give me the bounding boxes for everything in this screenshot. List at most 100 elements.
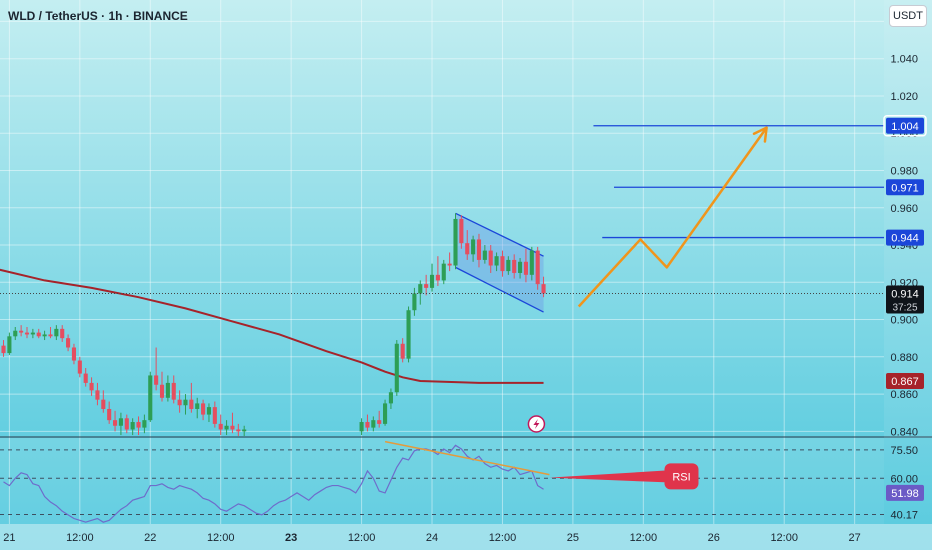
candle[interactable] — [512, 254, 517, 279]
candle[interactable] — [494, 252, 499, 272]
channel-upper-line[interactable] — [455, 212, 544, 257]
candle[interactable] — [365, 414, 370, 432]
time-tick-label: 22 — [144, 532, 156, 544]
candle-body — [206, 407, 212, 415]
candle[interactable] — [24, 327, 30, 339]
candle[interactable] — [476, 233, 482, 268]
candle[interactable] — [136, 416, 141, 436]
candle[interactable] — [42, 330, 47, 341]
candle[interactable] — [218, 414, 223, 436]
candle[interactable] — [529, 246, 534, 281]
projection-layer[interactable] — [577, 126, 768, 308]
candle[interactable] — [535, 246, 540, 290]
candle[interactable] — [377, 410, 382, 428]
candle[interactable] — [236, 423, 241, 436]
candle[interactable] — [500, 250, 505, 277]
candle[interactable] — [159, 371, 165, 402]
candle[interactable] — [60, 325, 65, 342]
candle[interactable] — [465, 230, 470, 260]
candle[interactable] — [1, 340, 6, 357]
candle[interactable] — [89, 377, 94, 396]
candle[interactable] — [406, 306, 411, 363]
candle[interactable] — [394, 340, 399, 396]
candle[interactable] — [453, 213, 458, 270]
candle[interactable] — [48, 327, 53, 339]
candle-body — [130, 422, 135, 430]
moving-average-line — [0, 268, 544, 384]
candle[interactable] — [148, 371, 153, 423]
rsi-callout-badge[interactable]: RSI — [664, 463, 699, 490]
candle[interactable] — [54, 325, 59, 341]
candle[interactable] — [77, 356, 82, 378]
candle[interactable] — [471, 235, 476, 262]
candle[interactable] — [36, 328, 41, 339]
price-tick-label: 0.860 — [890, 389, 918, 401]
candle[interactable] — [154, 347, 159, 391]
candle[interactable] — [206, 403, 212, 423]
candle[interactable] — [142, 414, 147, 434]
candle[interactable] — [66, 334, 71, 352]
candle[interactable] — [400, 338, 405, 363]
candle[interactable] — [371, 416, 376, 432]
candle[interactable] — [19, 325, 24, 337]
rsi-pane[interactable]: RSI — [0, 436, 932, 524]
candle[interactable] — [224, 420, 229, 436]
candle[interactable] — [189, 382, 194, 413]
candle[interactable] — [242, 425, 247, 436]
candle[interactable] — [130, 418, 135, 436]
candle[interactable] — [359, 418, 364, 436]
candle[interactable] — [30, 328, 35, 339]
candle[interactable] — [165, 375, 170, 402]
candle[interactable] — [201, 399, 206, 421]
candle[interactable] — [95, 382, 100, 406]
candle[interactable] — [383, 399, 388, 426]
candle[interactable] — [83, 367, 88, 387]
candle[interactable] — [124, 414, 129, 434]
candle[interactable] — [435, 256, 440, 287]
candle[interactable] — [230, 412, 235, 434]
candle-body — [13, 330, 18, 337]
projection-path[interactable] — [577, 126, 768, 308]
candle[interactable] — [459, 215, 464, 249]
candle[interactable] — [212, 401, 217, 428]
falling-channel-layer[interactable] — [455, 212, 544, 313]
channel-lower-line[interactable] — [455, 266, 544, 313]
candle[interactable] — [112, 410, 118, 432]
candle[interactable] — [418, 280, 423, 305]
candle[interactable] — [71, 343, 77, 365]
time-tick-label: 21 — [3, 532, 15, 544]
rsi-trendline[interactable] — [384, 440, 550, 476]
candle[interactable] — [441, 259, 446, 285]
currency-button[interactable]: USDT — [889, 5, 927, 27]
candle[interactable] — [7, 332, 12, 355]
candle[interactable] — [424, 274, 429, 296]
candle[interactable] — [183, 394, 188, 415]
candle[interactable] — [107, 401, 112, 424]
candle[interactable] — [101, 390, 106, 413]
candle[interactable] — [488, 245, 493, 273]
lightning-icon-layer[interactable] — [527, 415, 546, 433]
candle[interactable] — [412, 287, 417, 316]
candle-body — [107, 408, 112, 421]
candle-body — [400, 343, 405, 359]
candles-layer[interactable] — [0, 213, 884, 436]
candle[interactable] — [118, 412, 123, 436]
candle[interactable] — [177, 390, 182, 413]
candle-body — [60, 328, 65, 339]
candle[interactable] — [518, 258, 523, 279]
candle[interactable] — [388, 388, 393, 409]
candle[interactable] — [482, 245, 487, 264]
candle[interactable] — [195, 397, 200, 419]
lightning-icon[interactable] — [527, 415, 546, 433]
candle[interactable] — [523, 248, 528, 283]
candle-body — [447, 263, 452, 266]
candle[interactable] — [506, 256, 511, 275]
candle[interactable] — [447, 252, 452, 272]
candle[interactable] — [171, 375, 176, 404]
candle[interactable] — [13, 327, 18, 341]
candle[interactable] — [429, 263, 435, 292]
target-levels-layer[interactable] — [593, 125, 884, 239]
candle-body — [7, 336, 12, 354]
